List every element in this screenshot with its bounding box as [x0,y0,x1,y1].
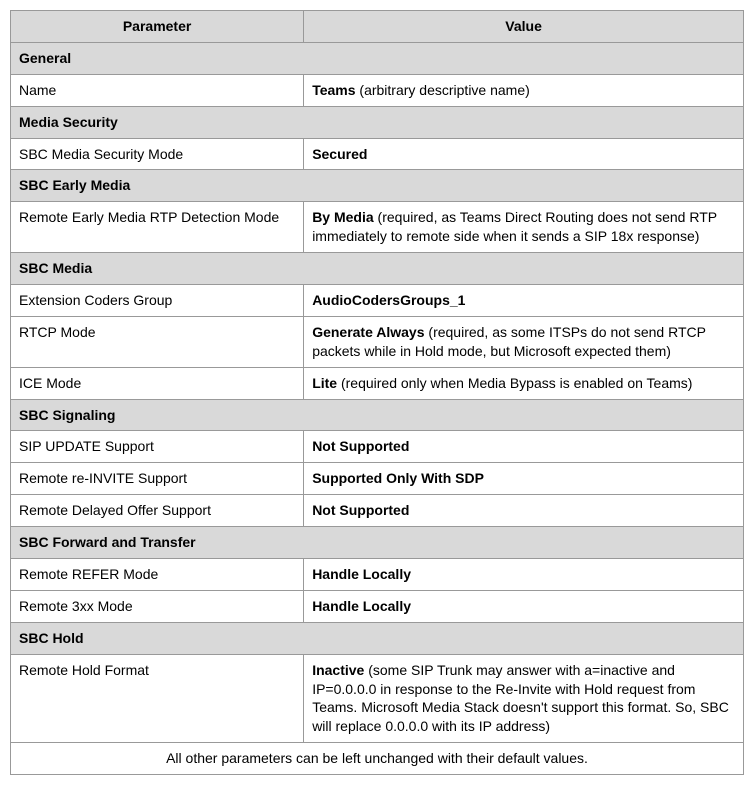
section-header: SBC Media [11,253,744,285]
table-row: Remote Hold FormatInactive (some SIP Tru… [11,654,744,743]
value-cell: Handle Locally [304,559,744,591]
section-title: SBC Early Media [11,170,744,202]
parameter-cell: Remote Delayed Offer Support [11,495,304,527]
value-rest: (required only when Media Bypass is enab… [337,375,692,391]
value-bold: Generate Always [312,324,424,340]
parameter-cell: Remote 3xx Mode [11,590,304,622]
table-row: RTCP ModeGenerate Always (required, as s… [11,316,744,367]
parameter-cell: RTCP Mode [11,316,304,367]
value-bold: Lite [312,375,337,391]
section-title: SBC Media [11,253,744,285]
value-rest: (required, as Teams Direct Routing does … [312,209,717,244]
table-row: Remote Early Media RTP Detection ModeBy … [11,202,744,253]
table-row: Remote Delayed Offer Support Not Supporte… [11,495,744,527]
value-bold: Handle Locally [312,566,411,582]
section-title: SBC Signaling [11,399,744,431]
parameter-cell: SBC Media Security Mode [11,138,304,170]
table-row: SIP UPDATE Support Not Supported [11,431,744,463]
section-title: SBC Forward and Transfer [11,527,744,559]
table-header-row: Parameter Value [11,11,744,43]
parameter-cell: Remote Early Media RTP Detection Mode [11,202,304,253]
value-rest: (arbitrary descriptive name) [356,82,530,98]
section-header: Media Security [11,106,744,138]
value-bold: By Media [312,209,373,225]
value-cell: Teams (arbitrary descriptive name) [304,74,744,106]
value-bold: AudioCodersGroups_1 [312,292,465,308]
value-cell: AudioCodersGroups_1 [304,285,744,317]
section-header: SBC Forward and Transfer [11,527,744,559]
table-row: Remote re-INVITE Support Supported Only W… [11,463,744,495]
table-row: Extension Coders Group AudioCodersGroups_… [11,285,744,317]
table-row: SBC Media Security Mode Secured [11,138,744,170]
parameter-table: Parameter Value GeneralNameTeams (arbitr… [10,10,744,775]
parameter-cell: SIP UPDATE Support [11,431,304,463]
section-title: SBC Hold [11,622,744,654]
column-header-parameter: Parameter [11,11,304,43]
value-bold: Supported Only With SDP [312,470,484,486]
value-bold: Not Supported [312,502,409,518]
value-bold: Inactive [312,662,364,678]
section-title: General [11,42,744,74]
value-cell: Inactive (some SIP Trunk may answer with… [304,654,744,743]
value-cell: Secured [304,138,744,170]
parameter-cell: Name [11,74,304,106]
section-header: SBC Early Media [11,170,744,202]
table-row: Remote 3xx Mode Handle Locally [11,590,744,622]
parameter-cell: Remote re-INVITE Support [11,463,304,495]
parameter-cell: ICE Mode [11,367,304,399]
value-rest: (some SIP Trunk may answer with a=inacti… [312,662,729,735]
value-cell: Handle Locally [304,590,744,622]
column-header-value: Value [304,11,744,43]
section-header: SBC Signaling [11,399,744,431]
parameter-cell: Extension Coders Group [11,285,304,317]
footer-note: All other parameters can be left unchang… [11,743,744,775]
value-bold: Handle Locally [312,598,411,614]
value-cell: Not Supported [304,431,744,463]
section-title: Media Security [11,106,744,138]
parameter-cell: Remote Hold Format [11,654,304,743]
value-bold: Teams [312,82,355,98]
value-cell: By Media (required, as Teams Direct Rout… [304,202,744,253]
value-bold: Not Supported [312,438,409,454]
section-header: General [11,42,744,74]
value-cell: Generate Always (required, as some ITSPs… [304,316,744,367]
value-cell: Not Supported [304,495,744,527]
table-row: Remote REFER Mode Handle Locally [11,559,744,591]
footer-row: All other parameters can be left unchang… [11,743,744,775]
value-cell: Lite (required only when Media Bypass is… [304,367,744,399]
value-cell: Supported Only With SDP [304,463,744,495]
value-bold: Secured [312,146,367,162]
section-header: SBC Hold [11,622,744,654]
parameter-cell: Remote REFER Mode [11,559,304,591]
table-row: ICE ModeLite (required only when Media B… [11,367,744,399]
table-row: NameTeams (arbitrary descriptive name) [11,74,744,106]
